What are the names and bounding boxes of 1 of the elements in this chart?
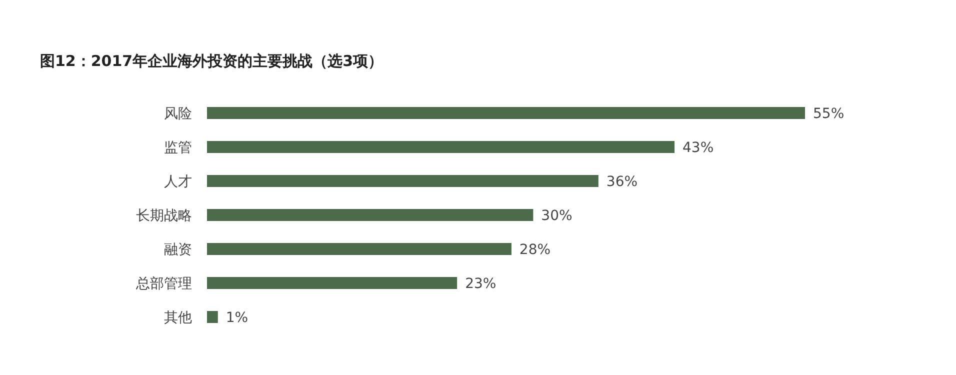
title: 图12：2017年企业海外投资的主要挑战（选3项） bbox=[40, 52, 384, 70]
